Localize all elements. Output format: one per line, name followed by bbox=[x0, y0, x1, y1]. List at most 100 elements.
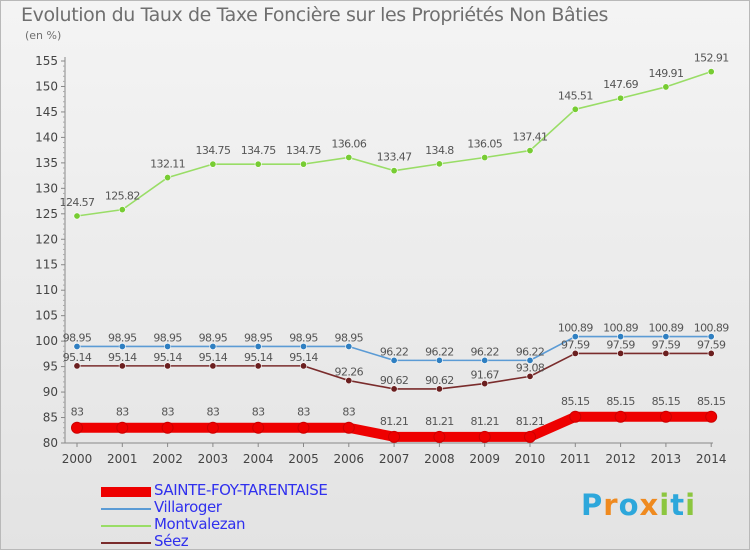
x-tick-label: 2006 bbox=[334, 452, 365, 466]
data-point bbox=[118, 206, 126, 214]
data-label: 125.82 bbox=[105, 190, 140, 203]
x-tick-label: 2004 bbox=[243, 452, 274, 466]
y-tick-label: 145 bbox=[35, 105, 58, 119]
data-point bbox=[118, 342, 126, 350]
data-label: 96.22 bbox=[470, 345, 499, 358]
data-label: 124.57 bbox=[60, 196, 95, 209]
data-point bbox=[705, 410, 718, 423]
data-label: 136.05 bbox=[467, 138, 502, 151]
data-label: 83 bbox=[252, 406, 265, 419]
data-point bbox=[478, 430, 491, 443]
legend-label: Montvalezan bbox=[154, 515, 246, 533]
data-label: 98.95 bbox=[108, 331, 137, 344]
data-point bbox=[707, 333, 715, 341]
data-label: 100.89 bbox=[648, 322, 683, 335]
data-point bbox=[209, 342, 217, 350]
y-tick-label: 150 bbox=[35, 79, 58, 93]
x-tick-label: 2010 bbox=[515, 452, 546, 466]
data-label: 95.14 bbox=[153, 351, 182, 364]
x-tick-label: 2009 bbox=[469, 452, 500, 466]
data-label: 83 bbox=[161, 406, 174, 419]
data-point bbox=[526, 356, 534, 364]
data-point bbox=[662, 349, 670, 357]
data-label: 137.41 bbox=[513, 131, 548, 144]
data-label: 95.14 bbox=[244, 351, 273, 364]
data-point bbox=[297, 421, 310, 434]
legend-label: SAINTE-FOY-TARENTAISE bbox=[154, 481, 328, 499]
data-point bbox=[617, 333, 625, 341]
data-label: 147.69 bbox=[603, 78, 638, 91]
y-tick-label: 120 bbox=[35, 232, 58, 246]
x-tick-label: 2000 bbox=[62, 452, 93, 466]
data-point bbox=[164, 342, 172, 350]
data-point bbox=[73, 212, 81, 220]
data-point bbox=[526, 372, 534, 380]
data-label: 134.8 bbox=[425, 144, 454, 157]
data-label: 91.67 bbox=[470, 369, 499, 382]
y-tick-label: 115 bbox=[35, 258, 58, 272]
data-point bbox=[299, 362, 307, 370]
x-tick-label: 2013 bbox=[651, 452, 682, 466]
data-point bbox=[209, 160, 217, 168]
data-point bbox=[390, 356, 398, 364]
data-label: 96.22 bbox=[425, 345, 454, 358]
data-point bbox=[345, 377, 353, 385]
data-point bbox=[299, 342, 307, 350]
data-point bbox=[433, 430, 446, 443]
x-tick-label: 2001 bbox=[107, 452, 138, 466]
data-label: 136.06 bbox=[331, 137, 366, 150]
data-label: 133.47 bbox=[377, 151, 412, 164]
data-label: 83 bbox=[342, 406, 355, 419]
legend-label: Villaroger bbox=[154, 498, 222, 516]
data-label: 81.21 bbox=[470, 415, 499, 428]
data-label: 149.91 bbox=[648, 67, 683, 80]
data-label: 98.95 bbox=[244, 331, 273, 344]
legend-label: Séez bbox=[154, 532, 189, 550]
x-tick-label: 2005 bbox=[288, 452, 319, 466]
x-tick-label: 2011 bbox=[560, 452, 591, 466]
data-label: 100.89 bbox=[694, 322, 729, 335]
data-label: 90.62 bbox=[380, 374, 409, 387]
legend-swatch bbox=[101, 487, 151, 497]
data-point bbox=[161, 421, 174, 434]
data-label: 81.21 bbox=[516, 415, 545, 428]
data-label: 134.75 bbox=[241, 144, 276, 157]
data-point bbox=[254, 342, 262, 350]
data-label: 83 bbox=[71, 406, 84, 419]
x-tick-label: 2003 bbox=[198, 452, 229, 466]
data-point bbox=[571, 105, 579, 113]
data-point bbox=[73, 362, 81, 370]
data-point bbox=[481, 356, 489, 364]
data-label: 152.91 bbox=[694, 52, 729, 65]
y-tick-label: 125 bbox=[35, 207, 58, 221]
y-tick-label: 80 bbox=[43, 436, 58, 450]
x-tick-label: 2002 bbox=[152, 452, 183, 466]
y-tick-label: 85 bbox=[43, 411, 58, 425]
unit-label: (en %) bbox=[25, 29, 62, 42]
data-point bbox=[118, 362, 126, 370]
data-point bbox=[662, 83, 670, 91]
logo-letter: i bbox=[659, 488, 671, 522]
data-point bbox=[524, 430, 536, 443]
data-point bbox=[73, 342, 81, 350]
data-label: 83 bbox=[206, 406, 219, 419]
data-point bbox=[435, 160, 443, 168]
data-label: 81.21 bbox=[425, 415, 454, 428]
data-label: 98.95 bbox=[289, 331, 318, 344]
x-tick-label: 2014 bbox=[696, 452, 727, 466]
data-label: 97.59 bbox=[652, 338, 681, 351]
data-label: 98.95 bbox=[63, 331, 92, 344]
data-label: 96.22 bbox=[380, 345, 409, 358]
data-point bbox=[662, 333, 670, 341]
data-point bbox=[481, 380, 489, 388]
data-label: 92.26 bbox=[335, 366, 364, 379]
y-tick-label: 100 bbox=[35, 334, 58, 348]
logo-letter: i bbox=[685, 488, 697, 522]
data-point bbox=[614, 410, 627, 423]
series-line-montvalezan bbox=[76, 70, 713, 217]
data-label: 98.95 bbox=[335, 331, 364, 344]
data-point bbox=[435, 385, 443, 393]
logo-letter: o bbox=[618, 488, 640, 522]
data-label: 95.14 bbox=[63, 351, 92, 364]
